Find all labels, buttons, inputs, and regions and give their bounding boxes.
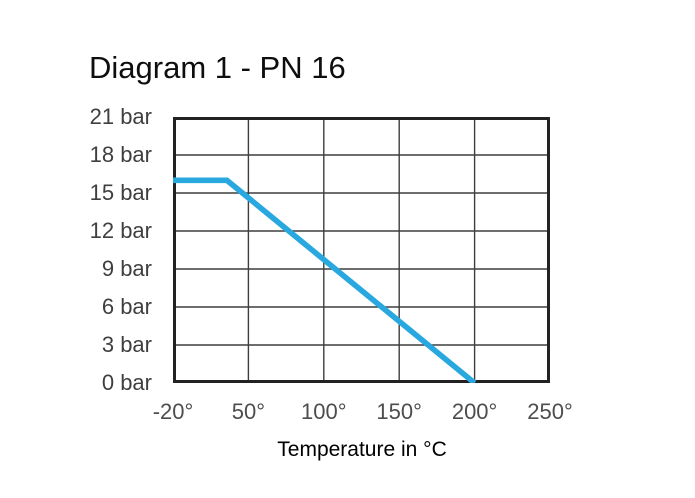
x-tick-label: 200° [451,399,498,424]
y-tick-label: 6 bar [101,294,152,319]
x-tick-label: -20° [152,399,194,424]
y-tick-label: 0 bar [101,370,152,395]
x-axis-title: Temperature in °C [277,438,447,461]
x-tick-label: 250° [527,399,573,424]
plot-border [173,117,550,383]
pressure-temperature-curve [173,177,477,383]
x-tick-label: 150° [376,399,422,424]
diagram-title: Diagram 1 - PN 16 [89,50,346,85]
y-tick-label: 21 bar [89,104,152,129]
y-tick-label: 12 bar [89,218,152,243]
y-tick-label: 3 bar [101,332,152,357]
x-tick-label: 100° [301,399,347,424]
x-tick-label: 50° [231,399,266,424]
y-tick-label: 18 bar [89,142,152,167]
y-tick-label: 15 bar [89,180,152,205]
plot-area [173,117,550,383]
y-tick-label: 9 bar [101,256,152,281]
